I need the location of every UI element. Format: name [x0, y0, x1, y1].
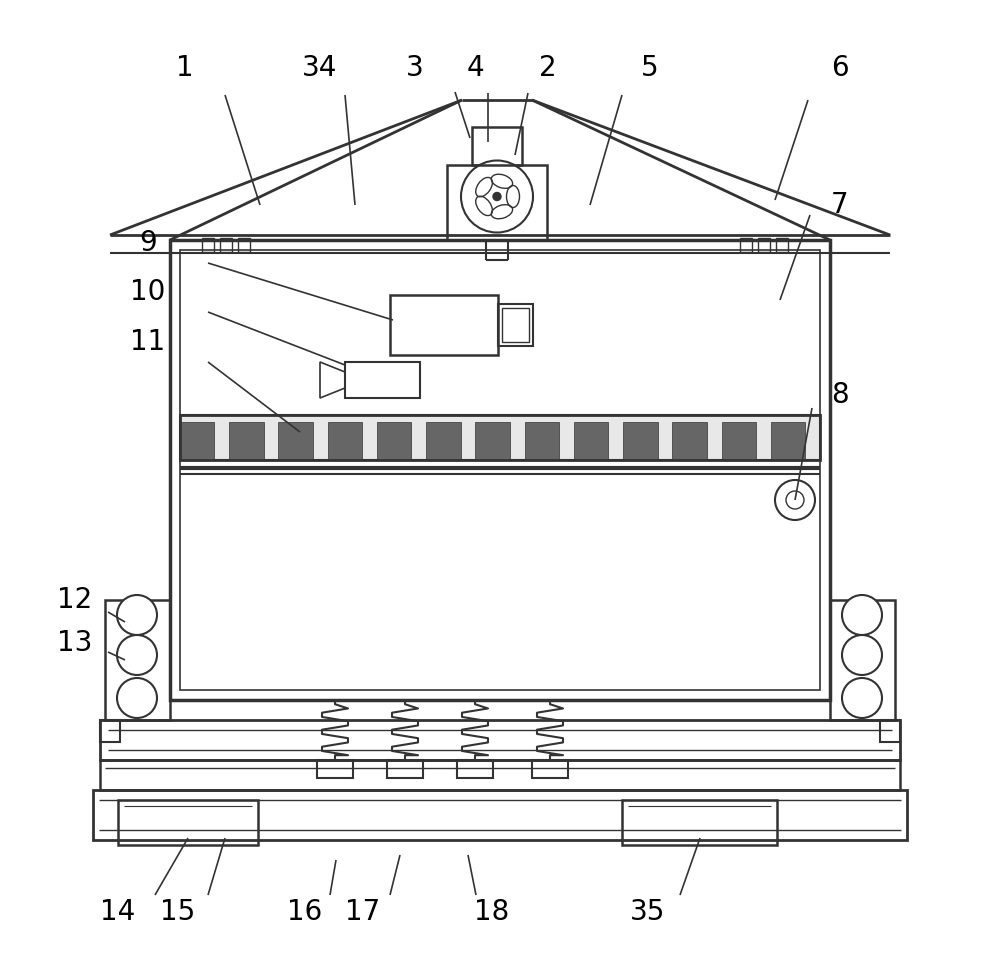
Text: 7: 7 [831, 191, 849, 219]
Text: 11: 11 [130, 328, 166, 356]
Text: 1: 1 [176, 54, 194, 82]
Text: 14: 14 [100, 898, 136, 926]
Bar [229, 421, 264, 460]
Bar [278, 421, 313, 460]
Text: 16: 16 [287, 898, 323, 926]
Bar [525, 421, 559, 460]
Bar [622, 800, 777, 845]
Bar [426, 421, 461, 460]
Text: 9: 9 [139, 229, 157, 257]
Bar [758, 238, 770, 252]
Text: 10: 10 [130, 278, 166, 306]
Bar [623, 421, 658, 460]
Text: 3: 3 [406, 54, 424, 82]
Bar [574, 421, 608, 460]
Bar [93, 790, 907, 840]
Bar [880, 720, 900, 742]
Circle shape [842, 595, 882, 635]
Text: 15: 15 [160, 898, 196, 926]
Bar [457, 760, 493, 778]
Bar [447, 165, 547, 240]
Bar [771, 421, 805, 460]
Bar [238, 238, 250, 252]
Circle shape [842, 635, 882, 675]
Circle shape [117, 595, 157, 635]
Text: 4: 4 [466, 54, 484, 82]
Bar [498, 304, 533, 346]
Text: 34: 34 [302, 54, 338, 82]
Bar [328, 421, 362, 460]
Bar [830, 600, 895, 720]
Bar [472, 127, 522, 165]
Bar [722, 421, 756, 460]
Bar [672, 421, 707, 460]
Bar [100, 760, 900, 790]
Bar [180, 415, 820, 460]
Bar [180, 250, 820, 690]
Bar [220, 238, 232, 252]
Text: 17: 17 [345, 898, 381, 926]
Text: 18: 18 [474, 898, 510, 926]
Circle shape [775, 480, 815, 520]
Circle shape [117, 635, 157, 675]
Bar [100, 720, 900, 760]
Circle shape [493, 193, 501, 200]
Bar [345, 362, 420, 398]
Text: 35: 35 [630, 898, 666, 926]
Text: 8: 8 [831, 381, 849, 409]
Circle shape [461, 161, 533, 233]
Text: 2: 2 [539, 54, 557, 82]
Bar [502, 308, 529, 342]
Bar [377, 421, 411, 460]
Bar [740, 238, 752, 252]
Bar [317, 760, 353, 778]
Bar [390, 295, 498, 355]
Bar [118, 800, 258, 845]
Bar [387, 760, 423, 778]
Bar [180, 415, 820, 460]
Text: 12: 12 [57, 586, 93, 614]
Bar [202, 238, 214, 252]
Bar [475, 421, 510, 460]
Bar [532, 760, 568, 778]
Circle shape [842, 678, 882, 718]
Bar [180, 421, 214, 460]
Bar [100, 720, 120, 742]
Bar [776, 238, 788, 252]
Text: 6: 6 [831, 54, 849, 82]
Text: 5: 5 [641, 54, 659, 82]
Circle shape [117, 678, 157, 718]
Bar [105, 600, 170, 720]
Bar [170, 240, 830, 700]
Text: 13: 13 [57, 629, 93, 657]
